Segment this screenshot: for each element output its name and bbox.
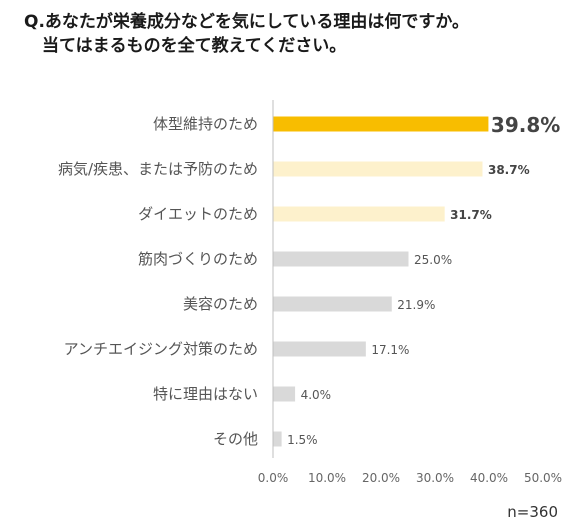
category-label: 特に理由はない — [153, 385, 258, 403]
category-label: 病気/疾患、または予防のため — [58, 160, 258, 178]
x-tick-label: 30.0% — [416, 471, 454, 485]
value-label: 21.9% — [397, 298, 435, 312]
category-label: その他 — [213, 430, 258, 448]
value-label: 17.1% — [371, 343, 409, 357]
question-title: Q.あなたが栄養成分などを気にしている理由は何ですか。 当てはまるものを全て教え… — [24, 10, 564, 58]
bar — [273, 116, 489, 132]
category-label: アンチエイジング対策のため — [64, 340, 258, 358]
x-tick-label: 40.0% — [470, 471, 508, 485]
value-label: 38.7% — [488, 163, 530, 177]
category-label: ダイエットのため — [138, 205, 258, 223]
category-label: 美容のため — [183, 295, 258, 313]
bar — [273, 161, 483, 177]
value-label: 1.5% — [287, 433, 318, 447]
bar — [273, 206, 445, 222]
x-tick-label: 10.0% — [308, 471, 346, 485]
value-label: 4.0% — [301, 388, 332, 402]
question-line-1: Q.あなたが栄養成分などを気にしている理由は何ですか。 — [24, 12, 470, 32]
bar — [273, 251, 409, 267]
bar — [273, 386, 296, 402]
bar — [273, 296, 392, 312]
sample-size-label: n=360 — [507, 503, 558, 521]
question-line-2: 当てはまるものを全て教えてください。 — [42, 36, 347, 56]
value-label: 25.0% — [414, 253, 452, 267]
bar — [273, 341, 366, 357]
x-tick-label: 20.0% — [362, 471, 400, 485]
value-label: 31.7% — [450, 208, 492, 222]
bar — [273, 431, 282, 447]
x-tick-label: 50.0% — [524, 471, 562, 485]
category-label: 筋肉づくりのため — [138, 250, 258, 268]
category-label: 体型維持のため — [153, 115, 258, 133]
x-tick-label: 0.0% — [258, 471, 289, 485]
value-label: 39.8% — [491, 113, 560, 137]
